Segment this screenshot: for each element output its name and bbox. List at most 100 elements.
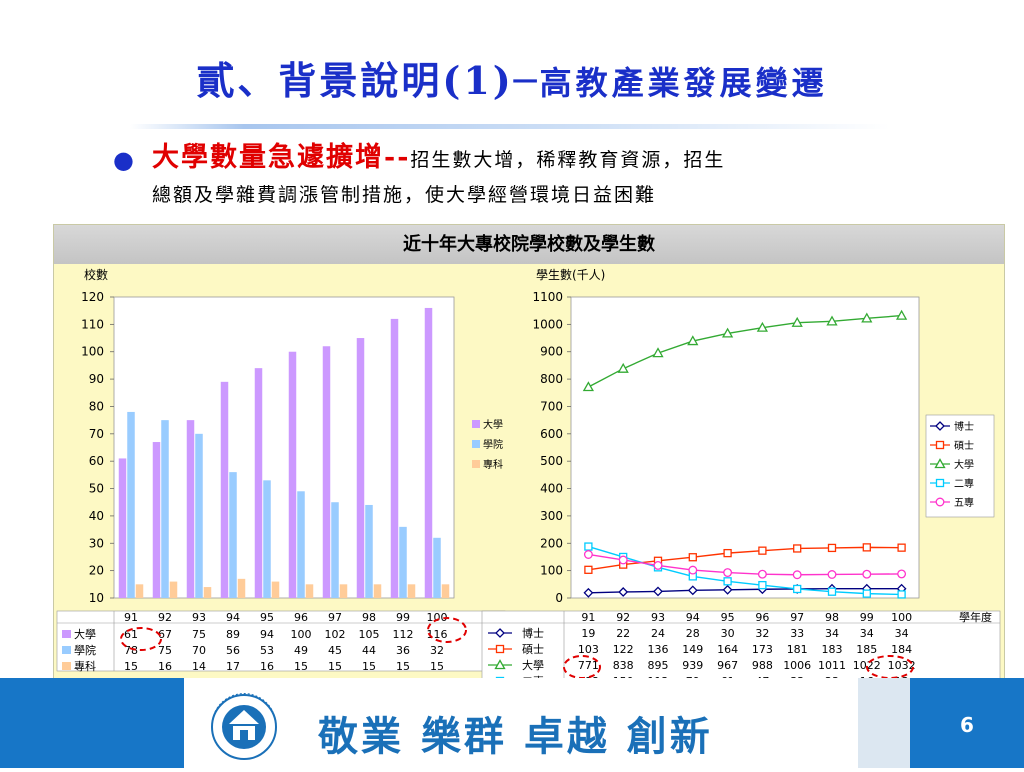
bar-college: [127, 411, 135, 598]
line-point: [584, 565, 593, 574]
table-value: 967: [717, 659, 738, 672]
bar-junior-college: [407, 584, 416, 598]
table-value: 45: [328, 644, 342, 657]
bar-junior-college: [271, 581, 280, 598]
line-y-tick-label: 200: [540, 536, 563, 550]
figure-title: 近十年大專校院學校數及學生數: [54, 225, 1004, 264]
line-point: [897, 590, 906, 599]
table-value: 771: [578, 659, 599, 672]
table-swatch: [62, 646, 71, 654]
table-value: 15: [430, 660, 444, 673]
table-value: 15: [328, 660, 342, 673]
bar-junior-college: [203, 587, 212, 598]
table-value: 1006: [783, 659, 811, 672]
bar-college: [229, 472, 237, 598]
bar-y-tick-label: 50: [89, 482, 104, 496]
line-x-category-label: 91: [581, 611, 595, 624]
slide-title: 貳、背景說明(1)─高教產業發展變遷: [0, 50, 1024, 105]
line-point: [897, 569, 907, 579]
line-x-category-label: 96: [755, 611, 769, 624]
table-value: 185: [856, 643, 877, 656]
line-point: [652, 347, 664, 358]
bullet-line-2: 總額及學雜費調漲管制措施，使大學經營環境日益困難: [152, 184, 657, 206]
university-logo-icon: [211, 693, 277, 760]
table-value: 112: [393, 628, 414, 641]
table-value: 67: [158, 628, 172, 641]
line-point: [756, 321, 769, 332]
table-value: 56: [226, 644, 240, 657]
bar-legend-label: 專科: [483, 458, 503, 471]
bullet-highlight: 大學數量急遽擴增--: [152, 142, 411, 173]
bar-college: [365, 504, 373, 598]
slide-title-main: 貳、背景說明(1)─: [196, 58, 540, 103]
table-row-label: 碩士: [522, 643, 544, 656]
line-x-category-label: 93: [651, 611, 665, 624]
title-underline: [130, 124, 890, 129]
line-point: [617, 362, 629, 373]
bar-university: [254, 368, 263, 598]
table-value: 103: [578, 643, 599, 656]
bullet-rest: 招生數大增，稀釋教育資源，招生: [410, 149, 726, 171]
bar-university: [152, 442, 161, 598]
table-value: 939: [682, 659, 703, 672]
line-point: [723, 577, 732, 586]
bar-junior-college: [169, 581, 178, 598]
bar-y-tick-label: 90: [89, 372, 104, 386]
table-row-label: 專科: [74, 659, 96, 673]
bar-college: [161, 420, 169, 598]
table-value: 15: [362, 660, 376, 673]
bar-y-tick-label: 60: [89, 454, 104, 468]
line-point: [584, 542, 593, 551]
line-point: [758, 580, 767, 590]
line-legend-label: 大學: [954, 458, 974, 471]
table-value: 149: [682, 643, 703, 656]
bar-university: [390, 318, 399, 598]
line-legend-marker: [935, 440, 945, 450]
line-point: [757, 569, 767, 579]
line-point: [583, 587, 594, 598]
table-value: 17: [226, 660, 240, 673]
line-point: [793, 544, 802, 553]
table-value: 16: [260, 660, 274, 673]
bar-university: [288, 351, 297, 598]
line-legend-label: 五專: [954, 496, 974, 509]
table-value: 75: [192, 628, 206, 641]
bar-y-tick-label: 70: [89, 427, 104, 441]
bar-y-tick-label: 80: [89, 399, 104, 413]
table-row-label: 學院: [74, 643, 96, 657]
table-value: 173: [752, 643, 773, 656]
table-legend-marker: [495, 628, 505, 638]
bar-legend-label: 大學: [483, 418, 503, 431]
line-point: [688, 565, 698, 575]
line-legend-marker: [935, 478, 945, 488]
table-value: 15: [396, 660, 410, 673]
bar-legend-swatch: [472, 460, 480, 468]
line-point: [758, 546, 767, 555]
table-value: 15: [294, 660, 308, 673]
table-value: 1032: [888, 659, 916, 672]
bar-x-category-label: 94: [226, 611, 240, 624]
line-point: [827, 543, 837, 553]
table-value: 19: [581, 627, 595, 640]
line-point: [862, 543, 871, 552]
table-value: 30: [721, 627, 735, 640]
bar-college: [433, 537, 441, 598]
table-value: 102: [325, 628, 346, 641]
line-point: [862, 569, 872, 579]
table-value: 838: [613, 659, 634, 672]
line-y-tick-label: 400: [540, 482, 563, 496]
bar-y-axis-title: 校數: [84, 267, 108, 282]
bar-legend-swatch: [472, 440, 480, 448]
table-value: 183: [822, 643, 843, 656]
line-point: [897, 543, 906, 552]
bar-junior-college: [339, 584, 348, 598]
bar-junior-college: [373, 584, 382, 598]
line-point: [618, 555, 628, 565]
table-value: 136: [648, 643, 669, 656]
line-y-tick-label: 100: [540, 564, 563, 578]
line-y-tick-label: 700: [540, 399, 563, 413]
line-x-axis-title: 學年度: [959, 610, 992, 624]
line-y-axis-title: 學生數(千人): [536, 268, 605, 282]
line-x-category-label: 92: [616, 611, 630, 624]
table-value: 988: [752, 659, 773, 672]
